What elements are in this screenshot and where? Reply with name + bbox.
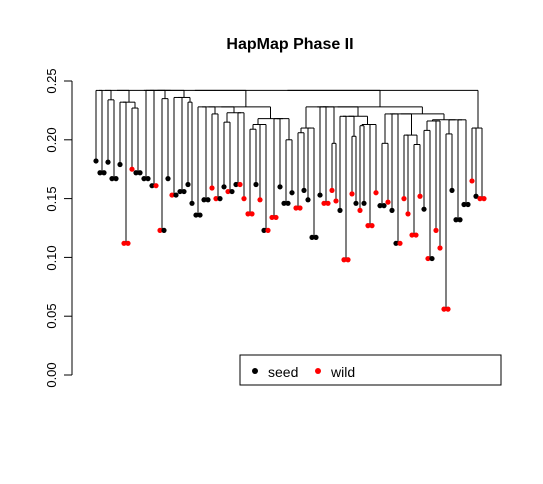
leaf-point-wild — [385, 200, 390, 205]
leaf-point-seed — [205, 197, 210, 202]
leaf-point-seed — [449, 188, 454, 193]
leaf-point-seed — [457, 217, 462, 222]
legend-label-wild: wild — [330, 364, 355, 380]
leaf-point-seed — [173, 192, 178, 197]
y-tick-label: 0.25 — [44, 68, 59, 93]
leaf-point-seed — [181, 189, 186, 194]
leaf-point-seed — [113, 176, 118, 181]
leaf-point-seed — [317, 192, 322, 197]
leaf-point-wild — [257, 197, 262, 202]
leaf-point-wild — [265, 228, 270, 233]
leaf-point-wild — [373, 190, 378, 195]
leaf-point-wild — [273, 215, 278, 220]
leaf-point-seed — [421, 207, 426, 212]
leaf-point-seed — [389, 208, 394, 213]
y-tick-label: 0.15 — [44, 186, 59, 211]
leaf-point-wild — [369, 223, 374, 228]
leaf-point-wild — [445, 307, 450, 312]
leaf-point-seed — [313, 235, 318, 240]
leaf-point-wild — [209, 185, 214, 190]
leaf-point-wild — [329, 188, 334, 193]
chart-title: HapMap Phase II — [226, 36, 353, 53]
leaf-point-seed — [165, 176, 170, 181]
leaf-point-seed — [161, 228, 166, 233]
leaf-point-seed — [465, 202, 470, 207]
leaf-point-seed — [381, 203, 386, 208]
leaf-point-seed — [137, 170, 142, 175]
y-tick-label: 0.10 — [44, 245, 59, 270]
leaf-point-seed — [105, 160, 110, 165]
leaf-point-wild — [153, 183, 158, 188]
leaf-point-seed — [221, 184, 226, 189]
leaf-point-wild — [249, 211, 254, 216]
y-tick-label: 0.05 — [44, 303, 59, 328]
leaf-point-wild — [413, 232, 418, 237]
leaf-point-seed — [353, 201, 358, 206]
leaf-point-wild — [125, 241, 130, 246]
leaf-point-wild — [357, 208, 362, 213]
leaf-point-wild — [397, 241, 402, 246]
leaf-point-wild — [325, 201, 330, 206]
leaf-point-wild — [297, 205, 302, 210]
y-tick-label: 0.00 — [44, 362, 59, 387]
leaf-point-seed — [429, 256, 434, 261]
leaf-point-wild — [437, 245, 442, 250]
leaf-point-seed — [189, 201, 194, 206]
leaf-point-wild — [469, 178, 474, 183]
leaf-point-wild — [237, 182, 242, 187]
leaf-point-wild — [345, 257, 350, 262]
leaf-point-seed — [197, 212, 202, 217]
leaf-point-wild — [405, 211, 410, 216]
leaf-point-seed — [117, 162, 122, 167]
leaf-point-wild — [129, 167, 134, 172]
leaf-point-wild — [481, 196, 486, 201]
legend-swatch-seed — [252, 368, 258, 374]
leaf-point-seed — [361, 201, 366, 206]
leaf-point-seed — [289, 190, 294, 195]
leaf-point-seed — [337, 208, 342, 213]
leaf-point-wild — [401, 196, 406, 201]
leaf-point-seed — [229, 189, 234, 194]
leaf-point-seed — [253, 182, 258, 187]
leaf-point-wild — [417, 194, 422, 199]
leaf-point-seed — [185, 182, 190, 187]
leaf-point-seed — [277, 184, 282, 189]
leaf-point-wild — [349, 191, 354, 196]
leaf-point-wild — [333, 198, 338, 203]
leaf-point-seed — [217, 196, 222, 201]
leaf-point-wild — [433, 228, 438, 233]
leaf-point-seed — [301, 188, 306, 193]
leaf-point-seed — [305, 197, 310, 202]
leaf-point-seed — [285, 201, 290, 206]
leaf-point-seed — [93, 158, 98, 163]
leaf-point-seed — [145, 176, 150, 181]
leaf-point-wild — [241, 196, 246, 201]
legend: seed wild — [240, 355, 501, 385]
leaf-point-seed — [101, 170, 106, 175]
legend-swatch-wild — [315, 368, 321, 374]
legend-label-seed: seed — [268, 364, 298, 380]
y-tick-label: 0.20 — [44, 127, 59, 152]
